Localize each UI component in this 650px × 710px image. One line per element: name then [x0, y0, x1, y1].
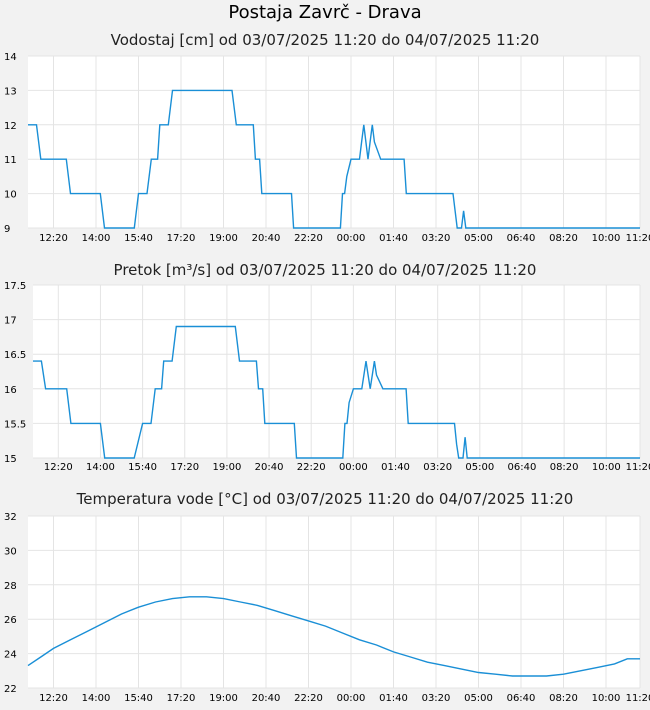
plot-area	[28, 516, 640, 688]
y-tick-label: 15	[4, 454, 17, 465]
x-tick-label: 20:40	[252, 233, 281, 244]
x-tick-label: 11:20	[626, 233, 650, 244]
x-tick-label: 12:20	[44, 462, 73, 473]
y-tick-label: 9	[4, 224, 10, 235]
series-line	[33, 325, 640, 459]
x-tick-label: 19:00	[209, 693, 238, 704]
x-tick-label: 10:00	[592, 233, 621, 244]
x-tick-label: 15:40	[124, 233, 153, 244]
y-tick-label: 16	[4, 385, 17, 396]
x-tick-label: 12:20	[39, 233, 68, 244]
x-tick-label: 12:20	[39, 693, 68, 704]
x-tick-label: 20:40	[252, 693, 281, 704]
x-tick-label: 15:40	[124, 693, 153, 704]
x-tick-label: 06:40	[507, 233, 536, 244]
x-tick-label: 08:20	[549, 233, 578, 244]
plot-area	[33, 285, 640, 458]
y-tick-label: 32	[4, 512, 17, 523]
x-tick-label: 05:00	[464, 233, 493, 244]
y-tick-label: 17.5	[4, 281, 26, 292]
y-tick-label: 28	[4, 581, 17, 592]
y-tick-label: 14	[4, 52, 17, 63]
chart-title: Vodostaj [cm] od 03/07/2025 11:20 do 04/…	[111, 31, 540, 49]
x-tick-label: 22:20	[294, 693, 323, 704]
x-tick-label: 03:20	[422, 233, 451, 244]
x-tick-label: 05:00	[464, 693, 493, 704]
x-tick-label: 08:20	[549, 693, 578, 704]
x-tick-label: 01:40	[379, 233, 408, 244]
y-tick-label: 10	[4, 190, 17, 201]
y-tick-label: 16.5	[4, 350, 26, 361]
x-tick-label: 05:00	[465, 462, 494, 473]
x-tick-label: 17:20	[167, 233, 196, 244]
y-tick-label: 26	[4, 615, 17, 626]
x-tick-label: 14:00	[82, 693, 111, 704]
chart-title: Temperatura vode [°C] od 03/07/2025 11:2…	[76, 490, 574, 508]
x-tick-label: 19:00	[212, 462, 241, 473]
x-tick-label: 17:20	[167, 693, 196, 704]
x-tick-label: 14:00	[82, 233, 111, 244]
y-tick-label: 30	[4, 546, 17, 557]
x-tick-label: 00:00	[339, 462, 368, 473]
y-tick-label: 11	[4, 155, 17, 166]
x-tick-label: 19:00	[209, 233, 238, 244]
x-tick-label: 00:00	[337, 693, 366, 704]
y-tick-label: 17	[4, 316, 17, 327]
plot-area	[28, 56, 640, 228]
x-tick-label: 15:40	[128, 462, 157, 473]
y-tick-label: 15.5	[4, 419, 26, 430]
chart-1: Vodostaj [cm] od 03/07/2025 11:20 do 04/…	[4, 31, 650, 244]
y-tick-label: 13	[4, 86, 17, 97]
x-tick-label: 03:20	[422, 693, 451, 704]
x-tick-label: 08:20	[550, 462, 579, 473]
page-title: Postaja Zavrč - Drava	[228, 2, 422, 23]
x-tick-label: 11:20	[626, 693, 650, 704]
x-tick-label: 03:20	[423, 462, 452, 473]
chart-2: Pretok [m³/s] od 03/07/2025 11:20 do 04/…	[4, 261, 650, 473]
x-tick-label: 06:40	[508, 462, 537, 473]
series-line	[28, 89, 640, 229]
x-tick-label: 14:00	[86, 462, 115, 473]
chart-title: Pretok [m³/s] od 03/07/2025 11:20 do 04/…	[114, 261, 537, 279]
x-tick-label: 01:40	[379, 693, 408, 704]
y-tick-label: 22	[4, 684, 17, 695]
x-tick-label: 00:00	[337, 233, 366, 244]
x-tick-label: 17:20	[170, 462, 199, 473]
x-tick-label: 22:20	[294, 233, 323, 244]
chart-3: Temperatura vode [°C] od 03/07/2025 11:2…	[4, 490, 650, 704]
y-tick-label: 24	[4, 650, 17, 661]
x-tick-label: 01:40	[381, 462, 410, 473]
x-tick-label: 22:20	[297, 462, 326, 473]
x-tick-label: 10:00	[592, 462, 621, 473]
series-line	[27, 596, 640, 677]
x-tick-label: 20:40	[255, 462, 284, 473]
x-tick-label: 11:20	[626, 462, 650, 473]
y-tick-label: 12	[4, 121, 17, 132]
x-tick-label: 10:00	[592, 693, 621, 704]
x-tick-label: 06:40	[507, 693, 536, 704]
